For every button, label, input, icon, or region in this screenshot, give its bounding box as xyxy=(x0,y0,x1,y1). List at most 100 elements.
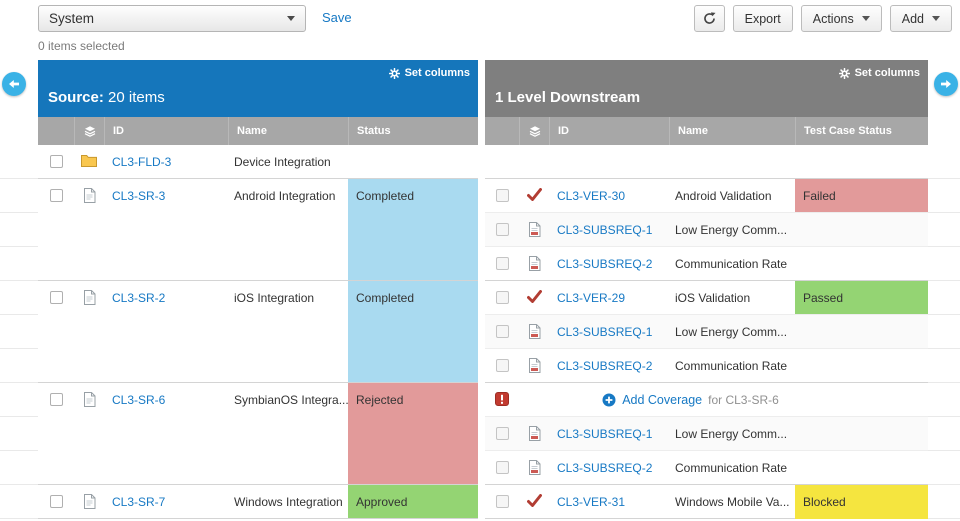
source-row[interactable]: CL3-FLD-3 Device Integration xyxy=(38,145,478,179)
source-set-columns-button[interactable]: Set columns xyxy=(48,64,470,82)
item-stack-icon xyxy=(84,125,96,137)
item-id-link[interactable]: CL3-SUBSREQ-1 xyxy=(557,325,653,339)
row-checkbox[interactable] xyxy=(495,427,509,440)
item-id-link[interactable]: CL3-SUBSREQ-1 xyxy=(557,223,653,237)
column-header-status: Status xyxy=(348,117,478,145)
item-name: Low Energy Comm... xyxy=(675,223,788,237)
row-checkbox[interactable] xyxy=(49,155,63,168)
arrow-left-icon xyxy=(7,77,21,91)
status-cell: Passed xyxy=(795,281,928,314)
scroll-left-button[interactable] xyxy=(2,72,26,96)
export-button[interactable]: Export xyxy=(732,5,793,32)
downstream-row[interactable]: CL3-SUBSREQ-1 Low Energy Comm... xyxy=(485,213,928,247)
chevron-down-icon xyxy=(861,16,870,21)
status-cell xyxy=(348,145,478,178)
set-columns-label: Set columns xyxy=(854,67,920,79)
item-name: Windows Integration xyxy=(234,495,343,509)
column-header-checkbox xyxy=(485,117,519,145)
document-red-icon xyxy=(528,358,541,383)
downstream-set-columns-button[interactable]: Set columns xyxy=(495,64,920,82)
source-column-header: ID Name Status xyxy=(38,117,478,145)
row-checkbox[interactable] xyxy=(49,291,63,304)
row-checkbox[interactable] xyxy=(495,325,509,338)
source-row[interactable]: CL3-SR-7 Windows Integration Approved xyxy=(38,485,478,519)
downstream-group: CL3-VER-29 iOS Validation Passed CL3-SUB… xyxy=(485,281,928,383)
row-checkbox[interactable] xyxy=(495,257,509,270)
row-checkbox[interactable] xyxy=(49,189,63,202)
scroll-right-button[interactable] xyxy=(934,72,958,96)
item-name: SymbianOS Integra... xyxy=(234,393,348,407)
document-icon xyxy=(83,494,96,518)
document-icon xyxy=(83,392,96,484)
item-id-link[interactable]: CL3-VER-29 xyxy=(557,291,626,305)
downstream-row[interactable]: CL3-VER-29 iOS Validation Passed xyxy=(485,281,928,315)
downstream-group: CL3-VER-30 Android Validation Failed CL3… xyxy=(485,179,928,281)
item-id-link[interactable]: CL3-SUBSREQ-2 xyxy=(557,257,653,271)
status-cell: Completed xyxy=(348,281,478,382)
item-id-link[interactable]: CL3-FLD-3 xyxy=(112,155,172,169)
row-checkbox[interactable] xyxy=(49,393,63,406)
status-cell: Blocked xyxy=(795,485,928,519)
downstream-panel-title: 1 Level Downstream xyxy=(495,89,641,106)
export-label: Export xyxy=(744,11,781,26)
save-link[interactable]: Save xyxy=(322,10,352,25)
selection-status: 0 items selected xyxy=(38,39,125,53)
item-id-link[interactable]: CL3-SUBSREQ-2 xyxy=(557,461,653,475)
source-row[interactable]: CL3-SR-6 SymbianOS Integra... Rejected xyxy=(38,383,478,485)
downstream-row[interactable]: CL3-VER-30 Android Validation Failed xyxy=(485,179,928,213)
item-name: Low Energy Comm... xyxy=(675,325,788,339)
item-id-link[interactable]: CL3-SUBSREQ-2 xyxy=(557,359,653,373)
status-cell xyxy=(795,417,928,450)
actions-button[interactable]: Actions xyxy=(800,5,882,32)
toolbar-actions: Export Actions Add xyxy=(693,5,952,32)
status-cell: Approved xyxy=(348,485,478,518)
gear-icon xyxy=(388,67,400,79)
item-name: Communication Rate xyxy=(675,359,788,373)
downstream-row[interactable]: CL3-SUBSREQ-2 Communication Rate xyxy=(485,451,928,485)
row-checkbox[interactable] xyxy=(495,189,509,202)
status-cell: Rejected xyxy=(348,383,478,484)
downstream-row[interactable]: CL3-SUBSREQ-1 Low Energy Comm... xyxy=(485,315,928,349)
item-id-link[interactable]: CL3-VER-30 xyxy=(557,189,626,203)
document-red-icon xyxy=(528,460,541,485)
left-scroll-gutter xyxy=(0,145,38,521)
item-id-link[interactable]: CL3-SR-2 xyxy=(112,291,166,305)
add-coverage-row: Add Coverage for CL3-SR-6 xyxy=(485,383,928,417)
item-stack-icon xyxy=(529,125,541,137)
add-label: Add xyxy=(901,11,924,26)
column-header-name: Name xyxy=(228,117,348,145)
folder-icon xyxy=(81,154,97,178)
add-coverage-link[interactable]: Add Coverage xyxy=(622,392,703,407)
row-checkbox[interactable] xyxy=(495,495,509,508)
downstream-column-header: ID Name Test Case Status xyxy=(485,117,928,145)
row-checkbox[interactable] xyxy=(495,359,509,372)
source-row[interactable]: CL3-SR-3 Android Integration Completed xyxy=(38,179,478,281)
item-name: Windows Mobile Va... xyxy=(675,495,790,509)
status-cell: Completed xyxy=(348,179,478,280)
item-id-link[interactable]: CL3-SR-3 xyxy=(112,189,166,203)
downstream-row[interactable]: CL3-VER-31 Windows Mobile Va... Blocked xyxy=(485,485,928,519)
refresh-button[interactable] xyxy=(693,5,725,32)
source-panel-header: Set columns Source: 20 items xyxy=(38,60,478,117)
row-checkbox[interactable] xyxy=(495,461,509,474)
item-id-link[interactable]: CL3-SUBSREQ-1 xyxy=(557,427,653,441)
view-selector-value: System xyxy=(49,11,95,26)
source-title-label: Source: xyxy=(48,89,104,106)
downstream-panel: Set columns 1 Level Downstream ID Name T… xyxy=(485,60,928,519)
row-checkbox[interactable] xyxy=(495,291,509,304)
item-id-link[interactable]: CL3-SR-6 xyxy=(112,393,166,407)
item-id-link[interactable]: CL3-VER-31 xyxy=(557,495,626,509)
status-cell: Failed xyxy=(795,179,928,212)
add-button[interactable]: Add xyxy=(889,5,952,32)
column-header-checkbox xyxy=(38,117,74,145)
view-selector-dropdown[interactable]: System xyxy=(38,5,306,32)
source-panel: Set columns Source: 20 items ID Name Sta… xyxy=(38,60,478,519)
item-id-link[interactable]: CL3-SR-7 xyxy=(112,495,166,509)
row-checkbox[interactable] xyxy=(49,495,63,508)
row-checkbox[interactable] xyxy=(495,223,509,236)
downstream-row[interactable]: CL3-SUBSREQ-2 Communication Rate xyxy=(485,349,928,383)
document-red-icon xyxy=(528,222,541,246)
downstream-row[interactable]: CL3-SUBSREQ-1 Low Energy Comm... xyxy=(485,417,928,451)
source-row[interactable]: CL3-SR-2 iOS Integration Completed xyxy=(38,281,478,383)
downstream-row[interactable]: CL3-SUBSREQ-2 Communication Rate xyxy=(485,247,928,281)
